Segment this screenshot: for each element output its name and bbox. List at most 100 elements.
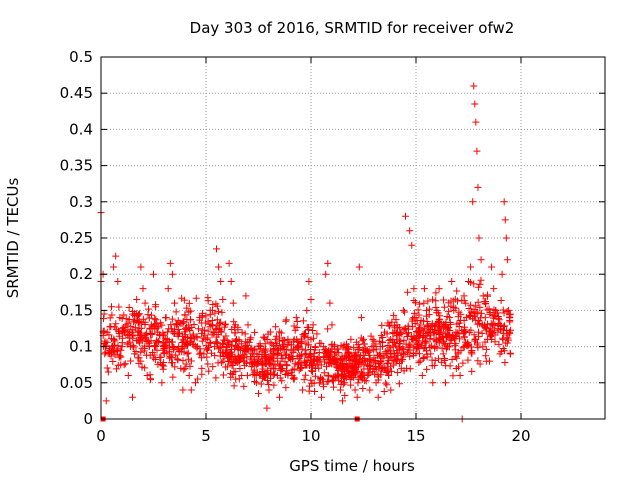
data-point <box>118 334 126 342</box>
data-point <box>285 338 293 346</box>
y-axis-title: SRMTID / TECUs <box>4 178 22 299</box>
data-point <box>180 344 188 352</box>
data-point <box>213 245 220 253</box>
data-point <box>410 351 418 359</box>
data-point <box>306 382 314 390</box>
data-point <box>345 350 353 358</box>
data-point <box>206 338 214 346</box>
data-point <box>367 332 375 340</box>
data-point <box>302 350 310 358</box>
data-point <box>196 314 204 322</box>
data-point <box>474 283 482 291</box>
data-point <box>210 343 218 351</box>
data-point <box>313 330 321 338</box>
data-point <box>269 350 277 358</box>
data-point <box>425 311 433 319</box>
data-point <box>470 82 478 90</box>
data-point <box>406 343 414 351</box>
data-point <box>340 354 348 362</box>
data-point <box>360 361 368 369</box>
data-point <box>322 363 330 371</box>
data-point <box>414 328 422 336</box>
data-point <box>146 325 154 333</box>
data-point <box>494 328 502 336</box>
data-point <box>395 380 403 388</box>
data-point <box>124 372 132 380</box>
data-point <box>468 367 476 375</box>
data-point <box>106 323 114 331</box>
data-point <box>268 340 276 348</box>
data-point <box>230 318 238 326</box>
data-point <box>350 366 358 374</box>
data-point <box>406 227 414 235</box>
data-point <box>263 366 271 374</box>
data-point <box>282 317 290 325</box>
data-point <box>293 318 301 326</box>
data-point <box>175 343 183 351</box>
data-point <box>377 371 385 379</box>
x-axis-title: GPS time / hours <box>289 457 415 475</box>
data-point <box>453 354 461 362</box>
data-point <box>432 303 440 311</box>
data-point <box>453 329 461 337</box>
data-point <box>247 355 255 363</box>
data-point <box>167 354 175 362</box>
x-tick-label: 5 <box>201 427 211 445</box>
data-point <box>217 277 225 285</box>
data-point <box>448 355 456 363</box>
data-point <box>424 297 432 305</box>
data-point <box>328 321 336 329</box>
data-point <box>307 352 315 360</box>
data-point <box>192 294 200 302</box>
data-point <box>364 372 372 380</box>
data-point <box>359 352 367 360</box>
data-point <box>294 343 302 351</box>
data-point <box>288 372 296 380</box>
data-point <box>292 314 300 322</box>
data-point <box>403 348 411 356</box>
data-point <box>102 397 110 405</box>
data-point <box>231 329 239 337</box>
data-point <box>383 381 391 389</box>
data-point <box>394 351 402 359</box>
data-point <box>160 331 168 339</box>
data-point <box>442 362 450 370</box>
data-point <box>350 344 358 352</box>
data-point <box>108 303 115 311</box>
data-point <box>394 369 402 377</box>
data-point <box>464 356 472 364</box>
data-point <box>153 319 161 327</box>
data-point <box>376 343 384 351</box>
data-point <box>227 277 235 285</box>
data-point <box>264 330 272 338</box>
data-point <box>238 372 246 380</box>
data-point <box>133 296 141 304</box>
data-point <box>186 362 194 370</box>
data-point <box>125 331 133 339</box>
data-point <box>479 292 487 300</box>
data-point <box>357 314 365 322</box>
data-point <box>331 355 339 363</box>
data-point <box>374 360 382 368</box>
data-point <box>131 350 139 358</box>
data-point <box>152 316 160 324</box>
data-point <box>221 321 229 329</box>
data-point <box>316 339 324 347</box>
data-point <box>467 326 475 334</box>
data-point <box>423 353 431 361</box>
data-point <box>200 350 208 358</box>
data-point <box>372 345 380 353</box>
data-point <box>137 263 145 271</box>
data-point <box>176 319 184 327</box>
data-point <box>336 386 344 394</box>
data-point <box>138 363 146 371</box>
data-point <box>420 353 428 361</box>
data-point <box>180 366 188 374</box>
data-point <box>202 335 210 343</box>
data-point <box>257 380 265 388</box>
data-point <box>408 317 416 325</box>
data-point <box>445 299 453 307</box>
data-point <box>125 303 133 311</box>
data-point <box>349 372 357 380</box>
